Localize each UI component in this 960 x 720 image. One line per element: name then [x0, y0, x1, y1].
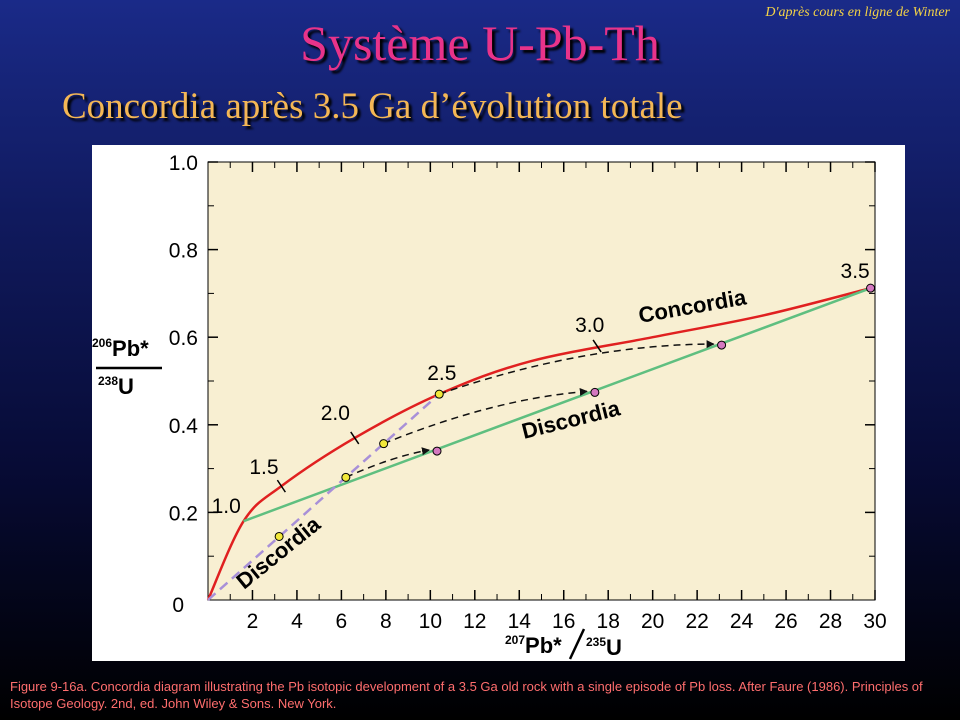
y-label-den: U: [118, 374, 134, 399]
age-label: 3.5: [841, 260, 870, 283]
chart-points: [274, 283, 876, 541]
concordia-diagram: 0.20.40.60.81.002 4 6 8 10 12 14 16 18 20 22 24 26 28…: [92, 152, 887, 660]
svg-text:235U: 235U: [586, 635, 622, 660]
x-tick-label: 24: [730, 610, 754, 633]
y-label-den-sup: 238: [98, 374, 118, 388]
x-tick-label: 4: [291, 610, 303, 633]
x-tick-label: 12: [463, 610, 486, 633]
evolution-arrow: [383, 387, 588, 445]
age-label: 2.5: [427, 362, 456, 385]
x-tick-label: 16: [552, 610, 575, 633]
y-label-num-sup: 206: [92, 336, 112, 350]
x-label-sup: 207: [505, 633, 525, 647]
pink-point: [432, 446, 442, 456]
slide-title: Système U-Pb-Th: [300, 15, 660, 71]
svg-text:206Pb*: 206Pb*: [92, 336, 149, 361]
age-label: 2.0: [321, 402, 350, 425]
x-label-denom: U: [606, 635, 622, 660]
axis-ticks: 0.20.40.60.81.002 4 6 8 10 12 14 16 18 20 22 24 26 28…: [169, 152, 887, 633]
yellow-point: [341, 472, 351, 482]
age-tick: [592, 339, 602, 353]
discordia-initial-line: [207, 393, 441, 601]
concordia-curve: [206, 286, 871, 601]
x-tick-label: 18: [597, 610, 620, 633]
yellow-point: [434, 389, 444, 399]
x-tick-label: 8: [380, 610, 392, 633]
y-tick-label: 1.0: [169, 152, 198, 175]
age-label: 1.5: [249, 456, 278, 479]
pink-point: [866, 283, 876, 293]
svg-text:238U: 238U: [98, 374, 134, 399]
chart-lines: [206, 286, 871, 601]
yellow-point: [379, 439, 389, 449]
y-tick-label: 0.6: [169, 327, 198, 350]
x-tick-label: 2: [247, 610, 259, 633]
x-tick-label: 22: [685, 610, 708, 633]
x-tick-label: 20: [641, 610, 664, 633]
x-tick-label: 6: [336, 610, 348, 633]
x-axis-label: 207Pb* 235U: [505, 628, 622, 660]
age-label: 3.0: [575, 314, 604, 337]
y-tick-label: 0.2: [169, 502, 198, 525]
svg-text:207Pb*: 207Pb*: [505, 633, 562, 658]
x-tick-label: 26: [774, 610, 797, 633]
y-axis-label: 206Pb* 238U: [92, 336, 162, 399]
x-label-main: Pb*: [525, 633, 562, 658]
yellow-point: [274, 531, 284, 541]
y-label-num: Pb*: [112, 336, 149, 361]
x-tick-label: 30: [863, 610, 886, 633]
age-tick: [276, 479, 286, 493]
pink-point: [590, 387, 600, 397]
y-tick-label: 0.8: [169, 240, 198, 263]
slide-subtitle: Concordia après 3.5 Ga d’évolution total…: [62, 86, 683, 127]
concordia-figure: 0.2 0.4 0.6 0.8 1.0 0 2 4 6 8 10 12 14 16 18 20 22 24 26 28…: [92, 145, 905, 661]
x-label-slash: [568, 628, 586, 660]
discordia-final-line: [243, 286, 871, 523]
chart-labels: 1.0 1.5 2.0 2.5 3.0 3.5: [212, 260, 870, 518]
figure-caption: Figure 9-16a. Concordia diagram illustra…: [10, 679, 923, 711]
y-origin-label: 0: [172, 594, 184, 617]
age-label: 1.0: [212, 495, 241, 518]
attribution-note: D'après cours en ligne de Winter: [765, 5, 950, 20]
age-tick: [350, 431, 360, 445]
evolution-arrow: [438, 340, 715, 395]
x-tick-label: 28: [819, 610, 842, 633]
pink-point: [717, 340, 727, 350]
x-tick-label: 14: [508, 610, 532, 633]
x-tick-label: 10: [419, 610, 442, 633]
y-tick-label: 0.4: [169, 415, 199, 438]
x-label-denom-sup: 235: [586, 635, 606, 649]
